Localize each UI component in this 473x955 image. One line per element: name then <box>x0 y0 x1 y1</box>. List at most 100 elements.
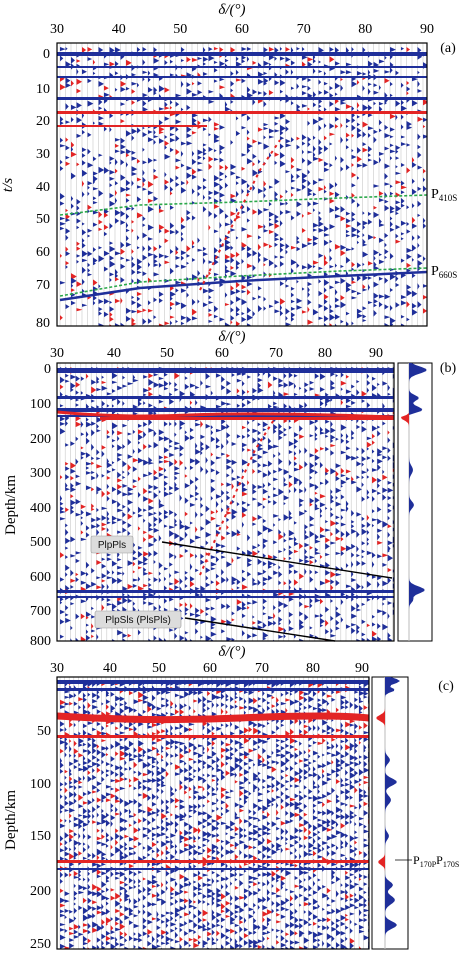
wiggle-lobe <box>346 70 352 75</box>
wiggle-lobe <box>193 885 199 892</box>
wiggle-lobe <box>335 116 339 122</box>
wiggle-lobe <box>101 940 104 947</box>
wiggle-lobe <box>267 774 273 780</box>
wiggle-lobe <box>73 916 77 921</box>
wiggle-lobe <box>225 254 231 260</box>
wiggle-lobe <box>276 939 280 945</box>
wiggle-lobe <box>362 211 365 215</box>
wiggle-lobe <box>362 274 369 281</box>
wiggle-lobe <box>198 775 204 782</box>
wiggle-lobe <box>373 236 377 240</box>
wiggle-lobe <box>273 620 277 626</box>
wiggle-lobe <box>137 270 142 275</box>
wiggle-lobe <box>423 284 427 288</box>
wiggle-lobe <box>203 194 206 200</box>
wiggle-lobe <box>417 186 422 192</box>
panel-a: δ/(°) 30 40 50 60 70 80 90 t/s 0 10 20 3… <box>0 2 457 331</box>
wiggle-lobe <box>148 386 153 392</box>
wiggle-lobe <box>257 437 261 442</box>
wiggle-lobe <box>87 844 90 850</box>
wiggle-lobe <box>230 265 235 270</box>
wiggle-lobe <box>115 168 118 174</box>
wiggle-lobe <box>412 157 415 164</box>
wiggle-lobe <box>193 942 200 949</box>
wiggle-lobe <box>368 284 371 291</box>
wiggle-lobe <box>384 70 391 74</box>
wiggle-lobe <box>291 101 294 106</box>
wiggle-lobe <box>226 432 231 439</box>
wiggle-lobe <box>210 485 216 493</box>
wiggle-lobe <box>307 159 312 167</box>
wiggle-lobe <box>203 118 209 123</box>
wiggle-lobe <box>258 286 262 291</box>
wiggle-lobe <box>184 497 189 504</box>
wiggle-lobe <box>269 185 274 189</box>
wiggle-lobe <box>60 818 63 823</box>
wiggle-lobe <box>106 819 111 827</box>
wiggle-lobe <box>193 775 196 779</box>
wiggle-lobe <box>164 491 170 497</box>
wiggle-lobe <box>384 315 391 319</box>
wiggle-lobe <box>366 436 372 441</box>
wiggle-lobe <box>285 209 292 215</box>
wiggle-lobe <box>83 791 87 797</box>
wiggle-lobe <box>165 740 172 746</box>
wiggle-lobe <box>198 887 203 891</box>
wiggle-lobe <box>299 601 303 608</box>
wiggle-lobe <box>101 813 107 821</box>
wiggle-lobe <box>101 924 105 930</box>
wiggle-lobe <box>106 875 110 881</box>
wiggle-lobe <box>98 323 104 326</box>
wiggle-lobe <box>143 387 149 393</box>
wiggle-lobe <box>340 508 347 512</box>
wiggle-lobe <box>263 256 269 263</box>
wiggle-lobe <box>236 533 241 537</box>
wiggle-lobe <box>175 709 180 715</box>
wiggle-lobe <box>65 304 70 310</box>
wiggle-lobe <box>76 225 80 230</box>
wiggle-lobe <box>244 794 249 801</box>
wiggle-lobe <box>351 275 355 283</box>
wiggle-lobe <box>207 790 210 797</box>
wiggle-lobe <box>65 155 70 160</box>
wiggle-lobe <box>158 577 162 583</box>
wiggle-lobe <box>115 71 119 76</box>
wiggle-lobe <box>82 237 85 244</box>
wiggle-lobe <box>225 222 231 227</box>
wiggle-lobe <box>351 296 357 300</box>
wiggle-lobe <box>164 455 169 459</box>
wiggle-lobe <box>351 280 357 284</box>
wiggle-lobe <box>170 177 174 184</box>
wiggle-lobe <box>280 782 285 789</box>
wiggle-lobe <box>241 227 248 232</box>
wiggle-lobe <box>276 842 282 850</box>
wiggle-lobe <box>148 471 153 476</box>
panel-b-y-tick: 100 <box>30 397 51 412</box>
wiggle-lobe <box>205 552 210 556</box>
wiggle-lobe <box>248 726 253 733</box>
wiggle-lobe <box>60 501 64 506</box>
wiggle-lobe <box>193 864 197 869</box>
wiggle-lobe <box>115 181 119 186</box>
wiggle-lobe <box>225 239 231 246</box>
wiggle-lobe <box>91 461 95 466</box>
wiggle-lobe <box>346 454 352 461</box>
wiggle-lobe <box>216 897 222 904</box>
wiggle-lobe <box>280 124 286 132</box>
wiggle-lobe <box>69 942 75 949</box>
wiggle-lobe <box>101 793 107 801</box>
wiggle-lobe <box>142 106 148 113</box>
wiggle-lobe <box>356 608 362 612</box>
wiggle-lobe <box>98 106 103 111</box>
wiggle-lobe <box>65 218 71 223</box>
wiggle-lobe <box>153 263 159 268</box>
wiggle-lobe <box>98 246 103 250</box>
wiggle-lobe <box>230 731 235 736</box>
wiggle-lobe <box>164 184 169 191</box>
wiggle-lobe <box>291 215 295 221</box>
wiggle-lobe <box>274 309 280 314</box>
wiggle-lobe <box>211 746 215 750</box>
wiggle-lobe <box>64 872 69 878</box>
wiggle-lobe <box>131 156 137 161</box>
wiggle-lobe <box>92 737 96 744</box>
